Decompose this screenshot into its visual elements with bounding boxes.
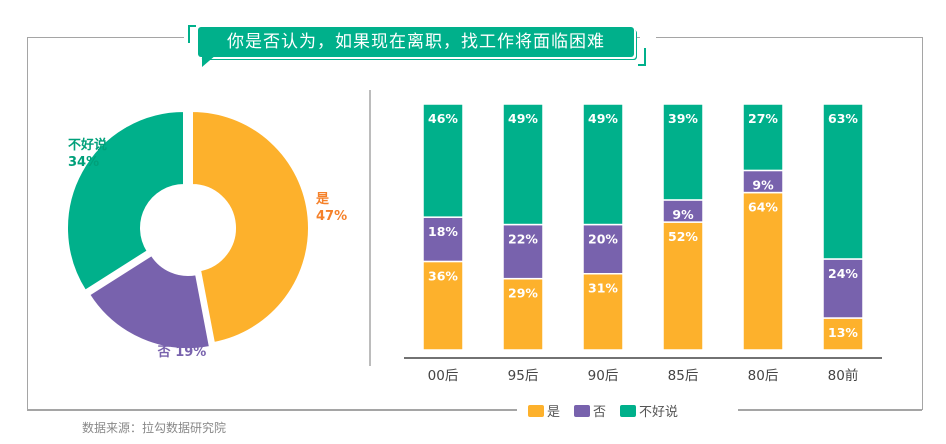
legend-yes: 是 [528,401,560,420]
bar-segment [742,103,784,172]
bar-value-label: 29% [508,286,538,301]
bar-segment [822,258,864,319]
bar-value-label: 9% [672,207,694,222]
bar-value-label: 31% [588,281,618,296]
bar-value-label: 49% [508,111,538,126]
donut-label: 不好说 [68,137,107,153]
bar-segment [742,191,784,351]
bar-segment [662,103,704,201]
legend-unsure: 不好说 [620,401,678,420]
frame-bottom-right [738,409,922,411]
bracket-left [188,25,196,43]
bar-value-label: 27% [748,111,778,126]
bar-segment [502,223,544,280]
bar-value-label: 49% [588,111,618,126]
chart-title: 你是否认为，如果现在离职，找工作将面临困难 [198,27,634,57]
donut-slice [66,109,185,293]
x-tick-label: 80前 [828,367,859,384]
x-tick-label: 95后 [508,368,539,384]
legend-yes-label: 是 [547,405,561,420]
donut-label: 是 [315,192,330,207]
bar-value-label: 39% [668,111,698,126]
bar-value-label: 20% [588,232,618,247]
donut-slice [87,253,212,350]
bar-value-label: 22% [508,232,538,247]
donut-value: 47% [316,209,347,224]
x-tick-label: 85后 [668,368,699,384]
bar-segment [582,103,624,226]
bar-segment [582,223,624,275]
bar-value-label: 24% [828,266,858,281]
legend-no: 否 [574,401,606,420]
legend-unsure-label: 不好说 [639,405,679,420]
bracket-right [638,48,646,66]
bar-segment [822,317,864,351]
x-tick-label: 00后 [428,368,459,384]
donut-value: 34% [68,155,99,170]
x-tick-label: 80后 [748,368,779,384]
legend-no-label: 否 [593,405,607,420]
bar-segment [582,272,624,351]
bar-segment [502,277,544,351]
data-source: 数据来源：拉勾数据研究院 [82,421,227,435]
bar-segment [422,103,464,218]
bar-value-label: 9% [752,177,774,192]
bar-value-label: 63% [828,111,858,126]
legend: 是 否 不好说 [520,401,687,420]
bar-segment [422,216,464,263]
bar-value-label: 46% [428,111,458,126]
bar-value-label: 18% [428,224,458,239]
bar-value-label: 13% [828,325,858,340]
bar-value-label: 52% [668,229,698,244]
bar-segment [502,103,544,226]
donut-label: 否 19% [157,345,207,360]
x-tick-label: 90后 [588,368,619,384]
frame-bottom-left [27,409,517,411]
bar-segment [822,103,864,260]
title-tail [202,55,216,67]
bar-segment [662,221,704,351]
bar-value-label: 36% [428,268,458,283]
bar-value-label: 64% [748,200,778,215]
donut-slice [191,109,310,345]
